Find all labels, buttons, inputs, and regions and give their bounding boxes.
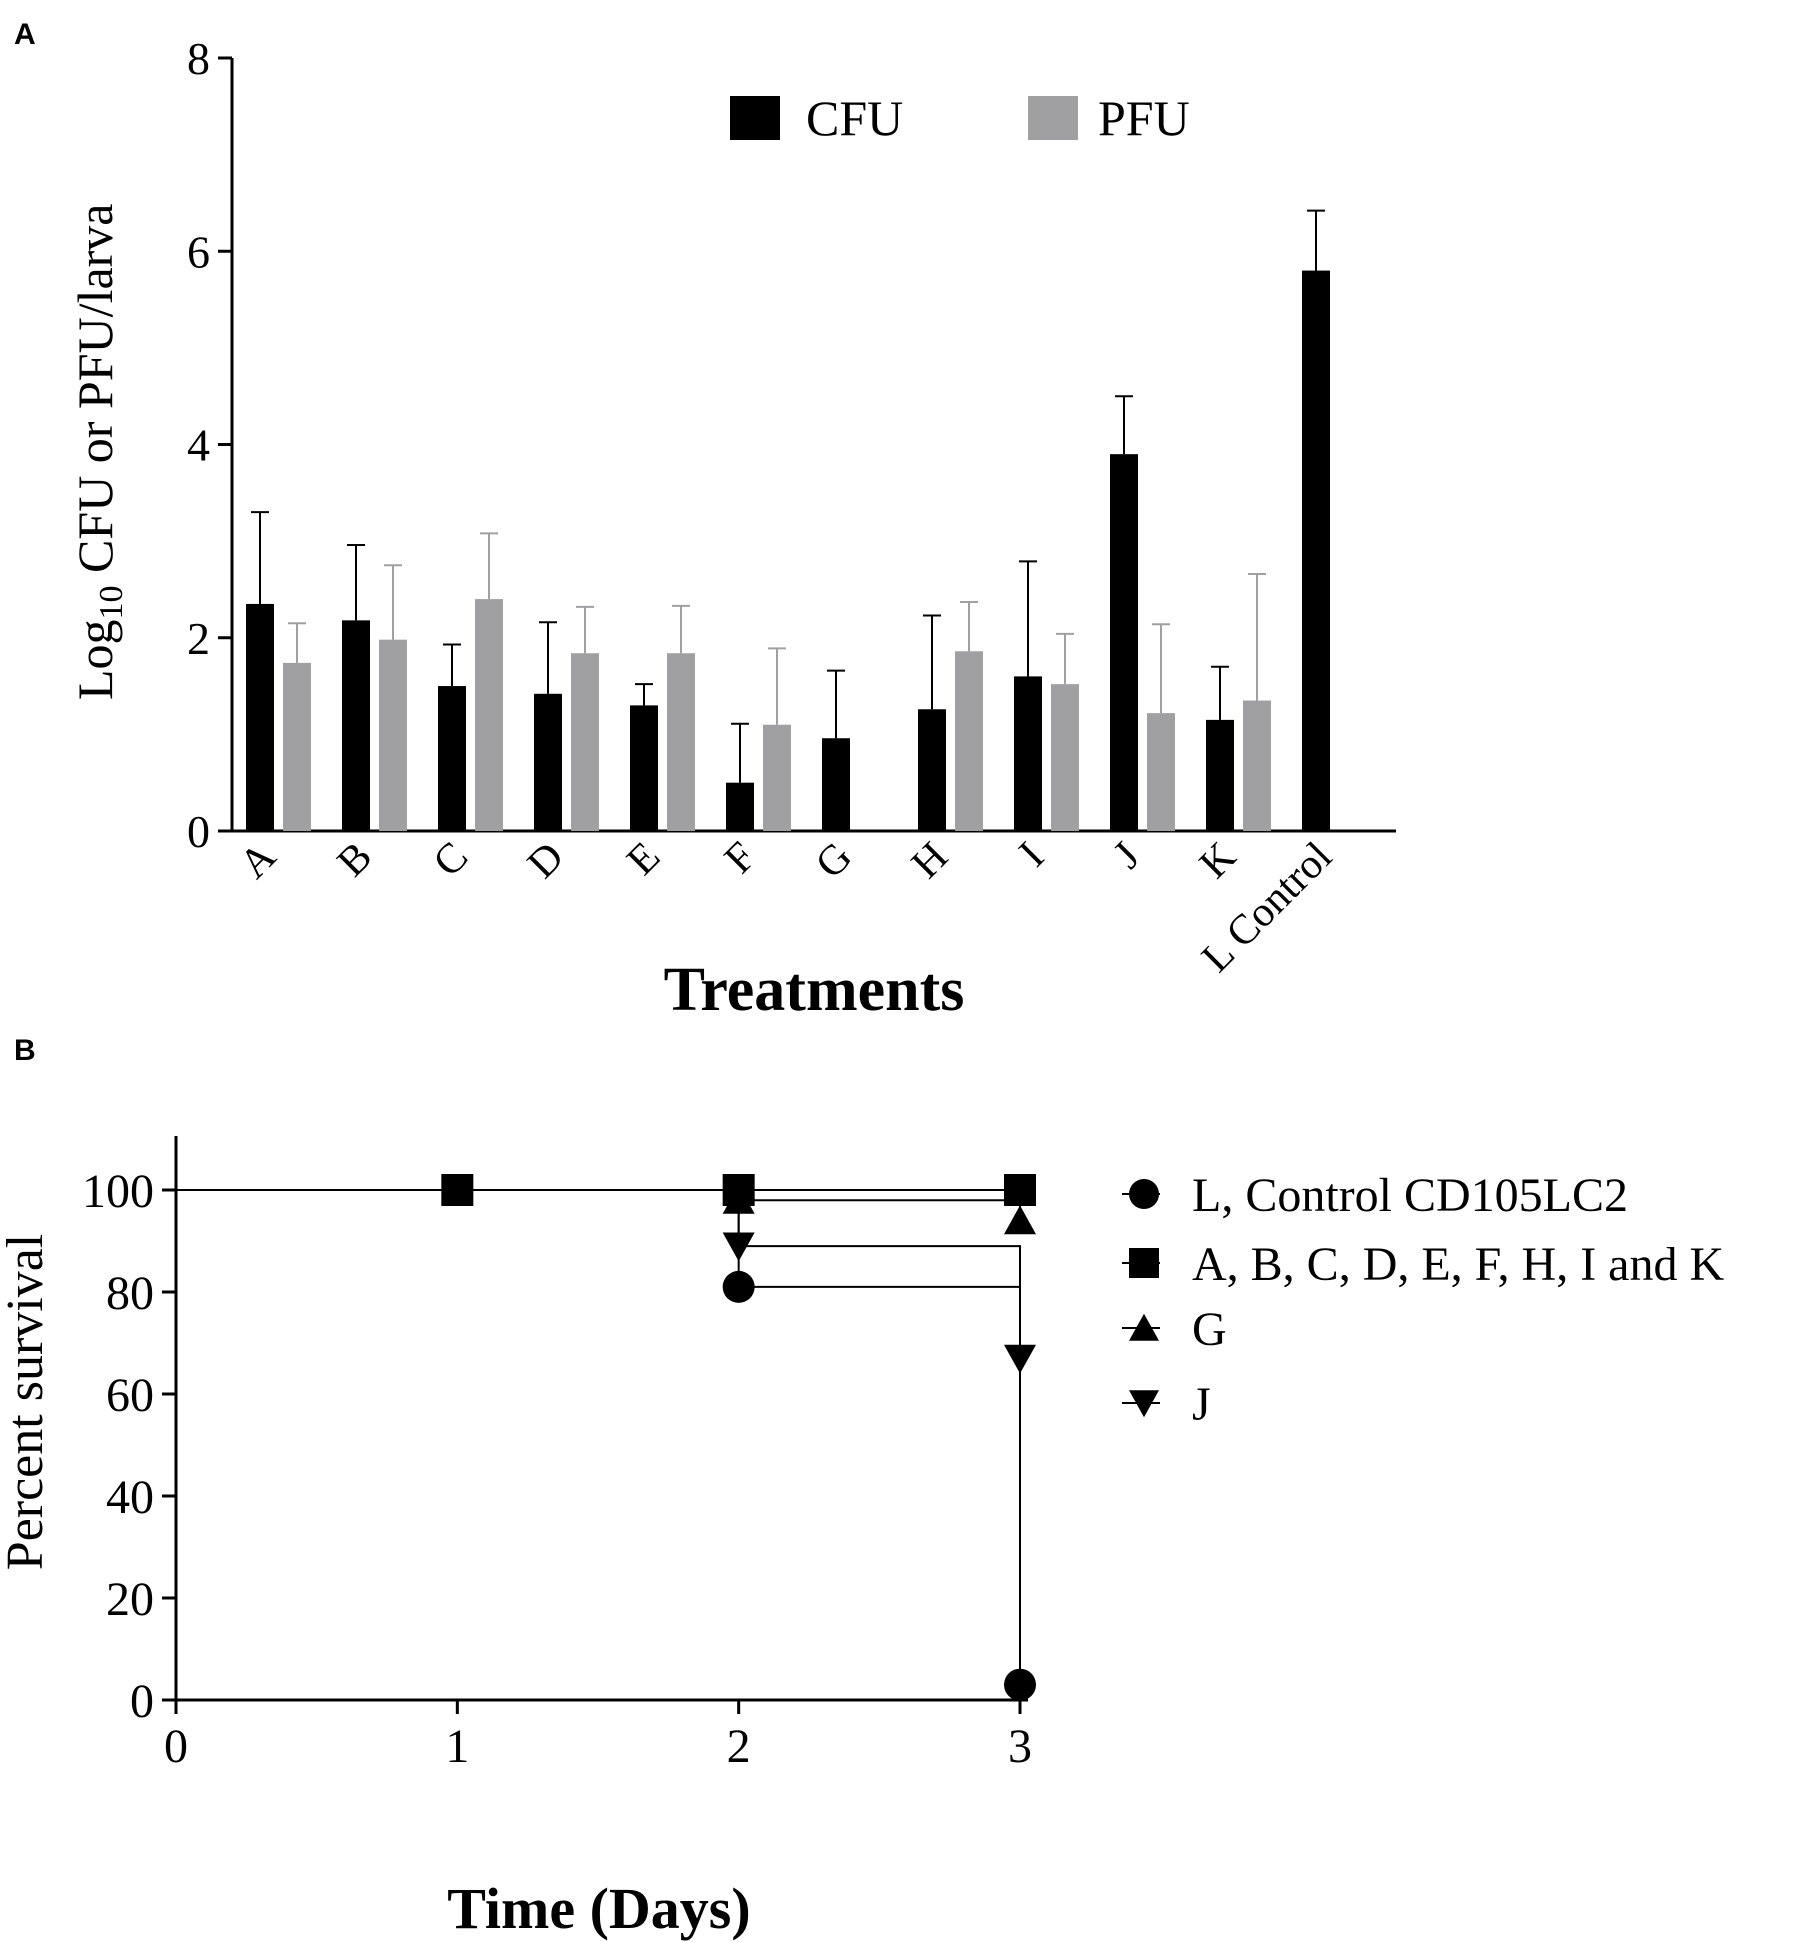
survival-marker-square <box>441 1174 474 1206</box>
category-label: E <box>618 834 669 885</box>
y-tick-label-a: 2 <box>187 613 210 664</box>
bar-pfu-h <box>955 651 983 831</box>
bar-cfu-k <box>1206 719 1234 831</box>
survival-marker-triangle-up <box>1004 1205 1036 1235</box>
bar-pfu-j <box>1147 713 1175 831</box>
legend-marker-circle <box>1129 1179 1159 1209</box>
y-tick-label-b: 100 <box>82 1165 154 1218</box>
tick-labels-a: 0 2 4 6 8 <box>187 33 210 857</box>
bar-pfu-k <box>1243 700 1271 831</box>
y-tick-label-b: 20 <box>106 1573 154 1626</box>
legend-marker-triangle-up <box>1129 1313 1159 1341</box>
survival-lines-b <box>176 1189 1021 1685</box>
bar-pfu-b <box>379 639 407 831</box>
category-label: H <box>903 834 957 888</box>
category-label: J <box>1105 834 1149 878</box>
axes-b <box>162 1136 1028 1714</box>
legend-b: L, Control CD105LC2 A, B, C, D, E, F, H, … <box>1122 1169 1724 1431</box>
bar-pfu-f <box>763 724 791 831</box>
x-axis-label-a: Treatments <box>664 956 965 1024</box>
legend-label-b: A, B, C, D, E, F, H, I and K <box>1192 1238 1724 1291</box>
y-axis-label-a: Log10 CFU or PFU/larva <box>67 203 130 700</box>
bar-cfu-i <box>1014 676 1042 831</box>
legend-swatch-pfu <box>1028 96 1078 140</box>
y-tick-label-a: 0 <box>187 806 210 857</box>
bar-cfu-d <box>534 693 562 831</box>
y-axis-label-b: Percent survival <box>0 1234 54 1570</box>
bar-cfu-c <box>438 686 466 831</box>
bar-pfu-d <box>571 653 599 831</box>
y-tick-label-b: 0 <box>130 1675 154 1728</box>
category-label: C <box>425 834 477 886</box>
legend-marker-triangle-down <box>1129 1390 1159 1418</box>
legend-label-b: L, Control CD105LC2 <box>1192 1169 1628 1222</box>
y-tick-label-b: 40 <box>106 1471 154 1524</box>
bar-pfu-e <box>667 653 695 831</box>
bar-cfu-h <box>918 709 946 831</box>
panel-label-b: B <box>14 1034 36 1067</box>
bar-cfu-e <box>630 705 658 831</box>
survival-marker-triangle-down <box>722 1232 755 1262</box>
legend-swatch-cfu <box>730 96 780 140</box>
category-label: A <box>231 833 285 887</box>
legend-label-pfu: PFU <box>1098 90 1190 146</box>
survival-marker-circle <box>722 1270 755 1303</box>
x-tick-label-b: 1 <box>445 1720 469 1773</box>
category-label: I <box>1011 834 1053 876</box>
x-tick-label-b: 3 <box>1008 1720 1032 1773</box>
bar-cfu-b <box>342 620 370 831</box>
bars-a <box>246 209 1330 831</box>
y-tick-label-b: 60 <box>106 1369 154 1422</box>
x-tick-label-b: 2 <box>727 1720 751 1773</box>
y-tick-label-b: 80 <box>106 1267 154 1320</box>
survival-chart-b: 0 20 40 60 80 100 0 1 2 3 L, Control CD105LC2 A, B… <box>0 1136 1724 1941</box>
category-label: K <box>1191 834 1245 888</box>
tick-labels-b: 0 20 40 60 80 100 0 1 2 3 <box>82 1165 1032 1773</box>
legend-label-b: G <box>1192 1303 1227 1356</box>
bar-cfu-f <box>726 782 754 831</box>
y-tick-label-a: 4 <box>187 420 210 471</box>
survival-line-3 <box>176 1189 1021 1359</box>
bar-cfu-l-control <box>1302 270 1330 831</box>
bar-cfu-a <box>246 603 274 831</box>
bar-cfu-g <box>822 738 850 831</box>
survival-markers-b <box>441 1174 1036 1701</box>
x-tick-label-b: 0 <box>164 1720 188 1773</box>
panel-label-a: A <box>14 18 36 51</box>
survival-line-2 <box>176 1189 1021 1221</box>
survival-line-0 <box>176 1189 1021 1685</box>
survival-marker-square <box>1004 1174 1036 1206</box>
category-label: G <box>807 834 861 888</box>
y-tick-label-a: 6 <box>187 226 210 277</box>
y-tick-label-a: 8 <box>187 33 210 84</box>
legend-label-b: J <box>1192 1378 1211 1431</box>
survival-marker-triangle-up <box>722 1185 755 1214</box>
survival-marker-circle <box>1004 1668 1036 1701</box>
bar-cfu-j <box>1110 454 1138 831</box>
survival-marker-triangle-down <box>1004 1344 1036 1374</box>
x-axis-label-b: Time (Days) <box>447 1876 750 1941</box>
legend-a: CFU PFU <box>730 90 1190 146</box>
axes-a <box>218 56 1396 833</box>
bar-pfu-a <box>283 662 311 831</box>
category-label: B <box>329 834 381 886</box>
bar-pfu-i <box>1051 684 1079 831</box>
category-label: F <box>716 834 765 883</box>
legend-marker-square <box>1129 1248 1159 1278</box>
category-label: D <box>519 834 573 888</box>
legend-label-cfu: CFU <box>806 90 903 146</box>
bar-pfu-c <box>475 599 503 831</box>
